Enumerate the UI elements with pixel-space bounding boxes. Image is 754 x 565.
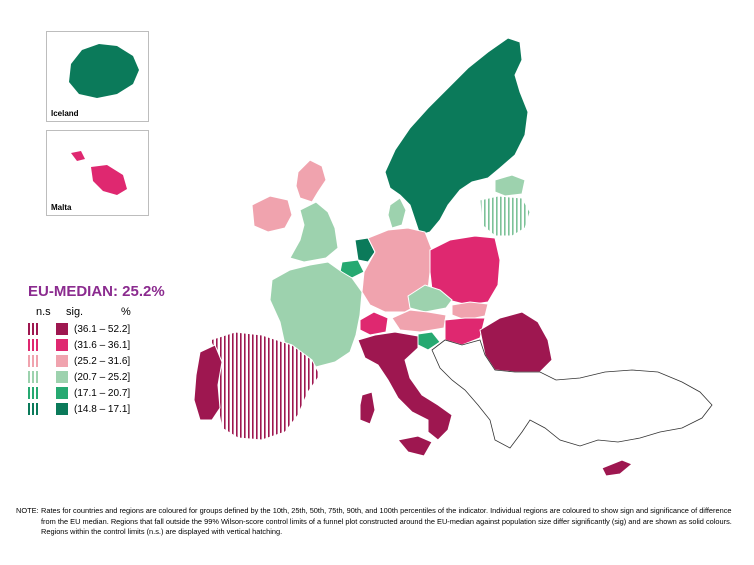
legend-swatch-ns	[28, 339, 40, 351]
note-text: Rates for countries and regions are colo…	[41, 506, 732, 536]
legend-range: (25.2 – 31.6]	[74, 355, 131, 367]
inset-label-malta: Malta	[51, 203, 72, 212]
region-uk-north	[295, 159, 327, 203]
iceland-shape	[69, 44, 139, 98]
legend-swatch-ns	[28, 323, 40, 335]
legend-swatch-sig	[56, 323, 68, 335]
legend-col-pct: %	[121, 306, 131, 318]
legend-row: (25.2 – 31.6]	[28, 354, 130, 368]
region-austria	[391, 309, 447, 333]
region-czechia	[407, 284, 453, 313]
legend-swatch-sig	[56, 355, 68, 367]
region-portugal	[193, 344, 223, 421]
legend-swatch-sig	[56, 371, 68, 383]
legend-col-sig: sig.	[66, 306, 84, 318]
malta-shape	[71, 151, 127, 195]
legend-swatch-sig	[56, 339, 68, 351]
region-france	[269, 261, 363, 369]
region-uk-south	[289, 201, 339, 263]
legend-title: EU-MEDIAN: 25.2%	[28, 283, 165, 300]
legend-range: (14.8 – 17.1]	[74, 403, 131, 415]
inset-iceland: Iceland	[46, 31, 149, 122]
inset-malta: Malta	[46, 130, 149, 216]
legend-row: (20.7 – 25.2]	[28, 370, 130, 384]
legend-swatch-ns	[28, 371, 40, 383]
region-netherlands	[354, 237, 376, 263]
legend-swatch-sig	[56, 387, 68, 399]
region-sardinia	[359, 391, 376, 425]
legend-range: (20.7 – 25.2]	[74, 371, 131, 383]
region-denmark	[387, 197, 407, 229]
region-cyprus	[601, 459, 633, 477]
legend-col-ns: n.s	[36, 306, 51, 318]
legend-row: (17.1 – 20.7]	[28, 386, 130, 400]
region-switzerland	[359, 311, 389, 336]
region-ireland	[251, 195, 293, 233]
region-slovakia	[451, 301, 489, 321]
legend-swatch-ns	[28, 387, 40, 399]
legend-range: (31.6 – 36.1]	[74, 339, 131, 351]
region-estonia	[494, 174, 526, 197]
legend-row: (36.1 – 52.2]	[28, 322, 130, 336]
region-no-data	[431, 339, 713, 449]
legend-range: (36.1 – 52.2]	[74, 323, 131, 335]
legend-swatch-ns	[28, 355, 40, 367]
legend-swatch-sig	[56, 403, 68, 415]
legend-swatch-ns	[28, 403, 40, 415]
region-baltics	[479, 195, 531, 237]
region-scandinavia	[384, 37, 529, 236]
legend-row: (14.8 – 17.1]	[28, 402, 130, 416]
region-sicily	[397, 435, 433, 457]
legend-range: (17.1 – 20.7]	[74, 387, 131, 399]
note: NOTE: Rates for countries and regions ar…	[16, 506, 744, 538]
note-label: NOTE:	[16, 506, 39, 515]
legend-row: (31.6 – 36.1]	[28, 338, 130, 352]
region-italy	[357, 331, 453, 441]
inset-label-iceland: Iceland	[51, 109, 79, 118]
